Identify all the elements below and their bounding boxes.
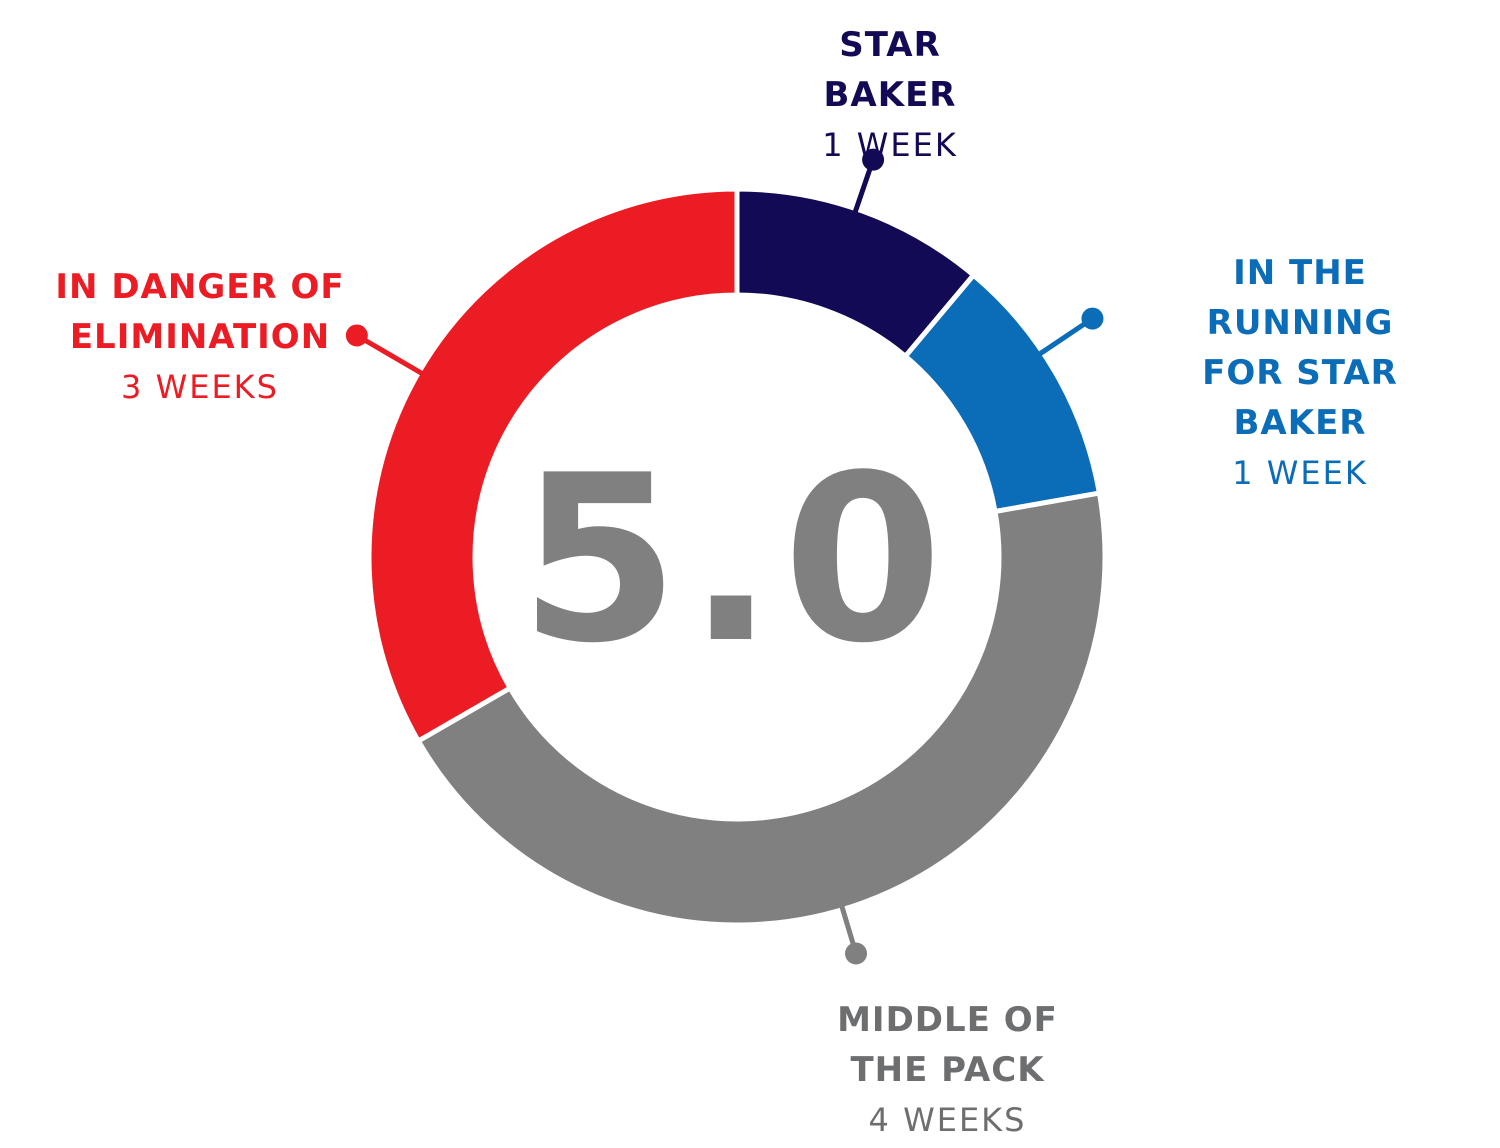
label-star-baker-value: 1 WEEK bbox=[822, 126, 958, 164]
label-in-danger-value: 3 WEEKS bbox=[121, 368, 279, 406]
label-middle-title-2: THE PACK bbox=[850, 1050, 1045, 1090]
center-score: 5.0 bbox=[519, 426, 951, 694]
slice-in-danger bbox=[366, 186, 740, 745]
label-in-danger: IN DANGER OF ELIMINATION 3 WEEKS bbox=[55, 262, 345, 412]
leader-in-danger-dot bbox=[345, 324, 368, 347]
label-in-danger-title-1: IN DANGER OF bbox=[55, 267, 345, 307]
label-middle-value: 4 WEEKS bbox=[868, 1101, 1027, 1139]
label-in-danger-title-2: ELIMINATION bbox=[69, 317, 331, 357]
leader-star-baker-dot bbox=[862, 148, 885, 171]
leader-in-the-running-dot bbox=[1081, 307, 1104, 330]
leader-middle-of-pack-dot bbox=[845, 942, 868, 965]
label-star-baker-title: STAR BAKER bbox=[823, 25, 957, 115]
label-in-the-running-title-1: IN THE RUNNING bbox=[1206, 253, 1394, 343]
label-middle-title-1: MIDDLE OF bbox=[837, 1000, 1058, 1040]
label-in-the-running-title-2: FOR STAR BAKER bbox=[1202, 353, 1398, 443]
slice-middle-of-pack bbox=[414, 490, 1108, 928]
label-in-the-running-value: 1 WEEK bbox=[1232, 454, 1368, 492]
label-in-the-running: IN THE RUNNING FOR STAR BAKER 1 WEEK bbox=[1135, 248, 1465, 498]
label-star-baker: STAR BAKER 1 WEEK bbox=[770, 20, 1010, 170]
label-middle-of-pack: MIDDLE OF THE PACK 4 WEEKS bbox=[815, 995, 1080, 1145]
leader-in-danger bbox=[355, 333, 424, 376]
